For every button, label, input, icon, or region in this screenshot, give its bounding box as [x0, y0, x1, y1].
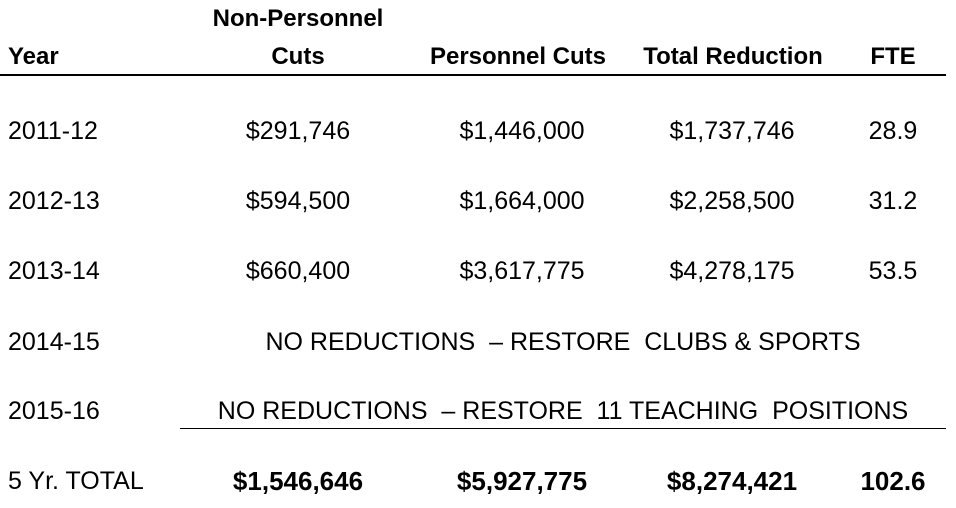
row-total: $2,258,500: [669, 187, 795, 215]
total-row-personnel: $5,927,775: [456, 466, 588, 496]
row-total: $4,278,175: [669, 257, 795, 285]
row-year: 2013-14: [8, 257, 100, 285]
row-non-personnel: $594,500: [245, 187, 351, 215]
row-year: 2011-12: [8, 117, 98, 145]
row-personnel: $1,664,000: [459, 187, 585, 215]
total-row-non-personnel: $1,546,646: [232, 466, 364, 496]
total-row-label: 5 Yr. TOTAL: [8, 467, 144, 495]
header-fte: FTE: [870, 43, 916, 70]
total-row-total: $8,274,421: [666, 466, 798, 496]
total-divider: [180, 428, 946, 429]
row-fte: 31.2: [868, 187, 918, 215]
row-non-personnel: $291,746: [245, 117, 351, 145]
note-row-year: 2014-15: [8, 328, 100, 356]
row-year: 2012-13: [8, 187, 100, 215]
row-fte: 53.5: [868, 257, 918, 285]
header-divider: [0, 74, 946, 76]
header-personnel-cuts: Personnel Cuts: [429, 43, 607, 70]
note-row-year: 2015-16: [8, 397, 100, 425]
header-total-reduction: Total Reduction: [643, 43, 823, 70]
header-year: Year: [8, 43, 59, 70]
note-row-text: NO REDUCTIONS – RESTORE 11 TEACHING POSI…: [217, 397, 909, 425]
row-total: $1,737,746: [669, 117, 795, 145]
row-personnel: $1,446,000: [459, 117, 585, 145]
row-non-personnel: $660,400: [245, 257, 351, 285]
row-fte: 28.9: [868, 117, 918, 145]
total-row-fte: 102.6: [860, 466, 926, 496]
row-personnel: $3,617,775: [459, 257, 585, 285]
header-non-personnel-line2: Cuts: [271, 43, 325, 70]
note-row-text: NO REDUCTIONS – RESTORE CLUBS & SPORTS: [265, 328, 861, 356]
header-non-personnel-line1: Non-Personnel: [212, 5, 384, 32]
